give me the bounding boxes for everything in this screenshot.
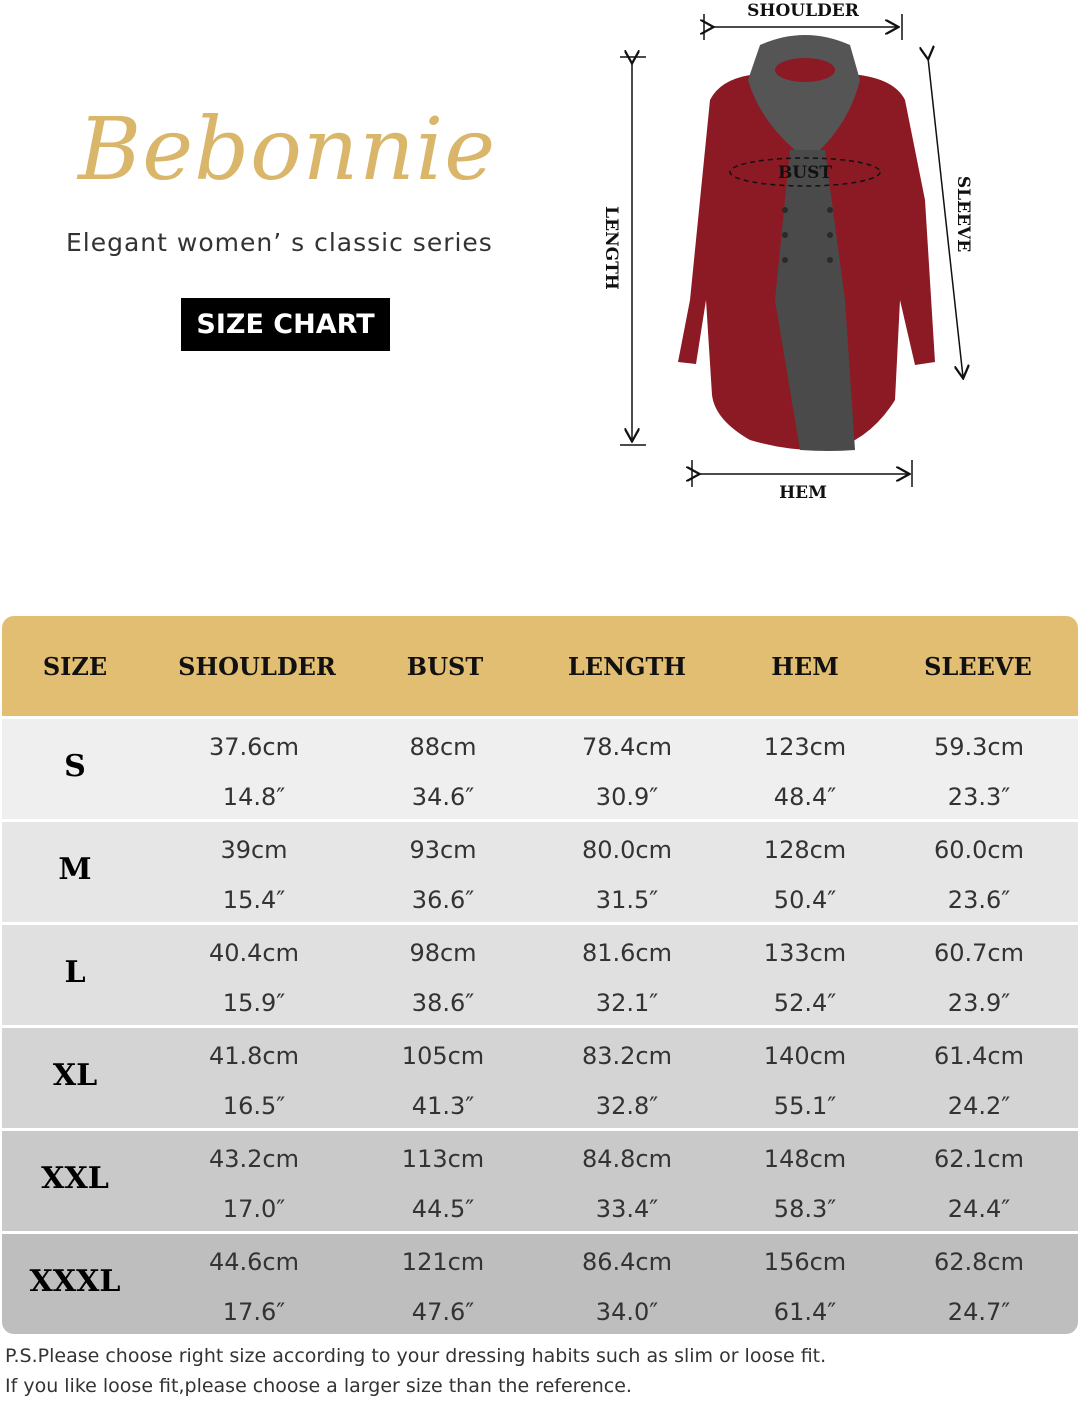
value-inch: 33.4″ [595,1195,659,1223]
size-table: SIZE SHOULDER BUST LENGTH HEM SLEEVE S 37… [2,616,1078,1334]
value-inch: 50.4″ [773,886,837,914]
value-cm: 93cm [409,836,477,864]
size-label: XL [52,1058,98,1093]
brand-tagline: Elegant women’ s classic series [66,228,493,257]
value-inch: 58.3″ [773,1195,837,1223]
bust-label: BUST [778,163,832,183]
value-inch: 24.7″ [947,1298,1011,1326]
footnote-2: If you like loose fit,please choose a la… [5,1375,632,1397]
size-chart-badge: SIZE CHART [181,298,390,351]
header-bust: BUST [406,652,484,681]
shoulder-label: SHOULDER [747,1,860,21]
table-row: M 39cm 15.4″ 93cm 36.6″ 80.0cm 31.5″ 128cm 50.4″… [2,822,1078,922]
value-inch: 36.6″ [411,886,475,914]
table-row: XL 41.8cm 16.5″ 105cm 41.3″ 83.2cm 32.8″ 140cm 5… [2,1028,1078,1128]
table-row: L 40.4cm 15.9″ 98cm 38.6″ 81.6cm 32.1″ 133cm 52.… [2,925,1078,1025]
value-inch: 23.3″ [947,783,1011,811]
value-inch: 14.8″ [222,783,286,811]
value-inch: 61.4″ [773,1298,837,1326]
value-cm: 86.4cm [581,1248,673,1276]
value-inch: 55.1″ [773,1092,837,1120]
value-inch: 17.6″ [222,1298,286,1326]
value-inch: 17.0″ [222,1195,286,1223]
value-inch: 38.6″ [411,989,475,1017]
value-cm: 148cm [763,1145,847,1173]
brand-logo: Bebonnie [78,100,497,200]
value-cm: 156cm [763,1248,847,1276]
value-inch: 32.8″ [595,1092,659,1120]
size-label: XXL [41,1161,109,1196]
table-header: SIZE SHOULDER BUST LENGTH HEM SLEEVE [2,616,1078,716]
value-cm: 84.8cm [581,1145,673,1173]
value-cm: 40.4cm [208,939,300,967]
value-cm: 39cm [220,836,288,864]
value-cm: 37.6cm [208,733,300,761]
value-cm: 62.1cm [933,1145,1025,1173]
header-size: SIZE [42,652,108,681]
value-cm: 61.4cm [933,1042,1025,1070]
table-row: XXXL 44.6cm 17.6″ 121cm 47.6″ 86.4cm 34.0″ 156c… [2,1234,1078,1334]
value-inch: 15.4″ [222,886,286,914]
value-cm: 105cm [401,1042,485,1070]
value-cm: 98cm [409,939,477,967]
value-cm: 59.3cm [933,733,1025,761]
value-inch: 24.4″ [947,1195,1011,1223]
table-row: S 37.6cm 14.8″ 88cm 34.6″ 78.4cm 30.9″ 123cm 48.… [2,719,1078,819]
value-inch: 15.9″ [222,989,286,1017]
value-inch: 34.0″ [595,1298,659,1326]
value-cm: 62.8cm [933,1248,1025,1276]
size-label: L [64,955,86,990]
value-cm: 60.0cm [933,836,1025,864]
value-inch: 24.2″ [947,1092,1011,1120]
size-label: S [64,749,86,784]
value-inch: 16.5″ [222,1092,286,1120]
table-row: XXL 43.2cm 17.0″ 113cm 44.5″ 84.8cm 33.4″ 148cm… [2,1131,1078,1231]
value-inch: 34.6″ [411,783,475,811]
value-cm: 128cm [763,836,847,864]
value-inch: 31.5″ [595,886,659,914]
header-length: LENGTH [567,652,687,681]
value-cm: 44.6cm [208,1248,300,1276]
header-shoulder: SHOULDER [178,652,336,681]
garment-panel [775,150,855,451]
value-cm: 41.8cm [208,1042,300,1070]
value-inch: 30.9″ [595,783,659,811]
value-cm: 80.0cm [581,836,673,864]
value-cm: 133cm [763,939,847,967]
value-inch: 44.5″ [411,1195,475,1223]
header-sleeve: SLEEVE [924,652,1032,681]
value-inch: 32.1″ [595,989,659,1017]
value-cm: 60.7cm [933,939,1025,967]
value-inch: 41.3″ [411,1092,475,1120]
size-label: XXXL [29,1264,121,1299]
hem-label: HEM [779,483,827,503]
value-inch: 48.4″ [773,783,837,811]
value-cm: 43.2cm [208,1145,300,1173]
value-cm: 83.2cm [581,1042,673,1070]
footnote-1: P.S.Please choose right size according t… [5,1345,827,1367]
garment-diagram: SHOULDER BUST LENGTH SLEEVE HEM [601,1,973,503]
value-inch: 23.6″ [947,886,1011,914]
value-cm: 88cm [409,733,477,761]
scarf [748,35,860,150]
value-inch: 52.4″ [773,989,837,1017]
value-cm: 113cm [401,1145,485,1173]
size-label: M [58,852,92,887]
value-cm: 121cm [401,1248,485,1276]
value-cm: 81.6cm [581,939,673,967]
sleeve-label: SLEEVE [953,176,973,252]
length-label: LENGTH [601,206,621,290]
value-cm: 123cm [763,733,847,761]
value-cm: 140cm [763,1042,847,1070]
value-inch: 23.9″ [947,989,1011,1017]
value-inch: 47.6″ [411,1298,475,1326]
header-hem: HEM [771,652,839,681]
value-cm: 78.4cm [581,733,673,761]
